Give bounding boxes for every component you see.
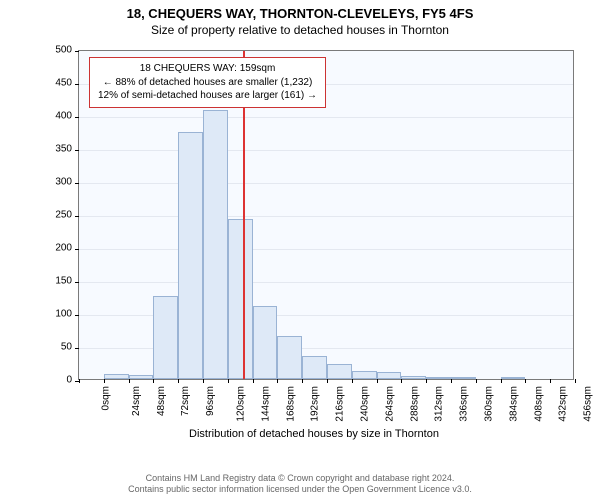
y-tick-label: 150: [42, 276, 72, 287]
histogram-bar: [253, 306, 278, 379]
footer-attribution: Contains HM Land Registry data © Crown c…: [0, 473, 600, 496]
x-tick-label: 288sqm: [409, 386, 420, 422]
gridline: [79, 216, 573, 217]
histogram-bar: [277, 336, 302, 379]
x-tick-label: 192sqm: [310, 386, 321, 422]
histogram-bar: [104, 374, 129, 379]
y-tick-label: 300: [42, 177, 72, 188]
x-tick-mark: [426, 379, 427, 383]
plot-area: 18 CHEQUERS WAY: 159sqm ← 88% of detache…: [78, 50, 574, 380]
x-tick-label: 456sqm: [583, 386, 594, 422]
x-tick-label: 432sqm: [558, 386, 569, 422]
x-tick-label: 120sqm: [236, 386, 247, 422]
histogram-bar: [352, 371, 377, 379]
info-line-2: ← 88% of detached houses are smaller (1,…: [98, 76, 317, 90]
y-tick-label: 0: [42, 375, 72, 386]
y-tick-mark: [75, 249, 79, 250]
x-tick-label: 384sqm: [508, 386, 519, 422]
x-tick-mark: [129, 379, 130, 383]
x-tick-label: 312sqm: [434, 386, 445, 422]
x-tick-label: 96sqm: [205, 386, 216, 416]
x-tick-label: 24sqm: [131, 386, 142, 416]
x-tick-mark: [575, 379, 576, 383]
info-box: 18 CHEQUERS WAY: 159sqm ← 88% of detache…: [89, 57, 326, 108]
y-tick-label: 50: [42, 342, 72, 353]
histogram-bar: [377, 372, 402, 379]
histogram-bar: [426, 377, 451, 379]
gridline: [79, 117, 573, 118]
histogram-bar: [302, 356, 327, 379]
x-tick-mark: [302, 379, 303, 383]
x-axis-label: Distribution of detached houses by size …: [54, 428, 574, 440]
x-tick-mark: [277, 379, 278, 383]
y-tick-label: 100: [42, 309, 72, 320]
histogram-bar: [451, 377, 476, 379]
y-tick-mark: [75, 315, 79, 316]
info-line-3: 12% of semi-detached houses are larger (…: [98, 89, 317, 103]
x-tick-label: 168sqm: [285, 386, 296, 422]
gridline: [79, 249, 573, 250]
histogram-bar: [153, 296, 178, 379]
chart-titles: 18, CHEQUERS WAY, THORNTON-CLEVELEYS, FY…: [0, 0, 600, 37]
y-tick-label: 500: [42, 45, 72, 56]
y-tick-label: 450: [42, 78, 72, 89]
info-line-1: 18 CHEQUERS WAY: 159sqm: [98, 62, 317, 76]
x-tick-label: 0sqm: [100, 386, 111, 410]
histogram-bar: [401, 376, 426, 379]
y-tick-label: 400: [42, 111, 72, 122]
x-tick-label: 360sqm: [484, 386, 495, 422]
x-tick-mark: [327, 379, 328, 383]
footer-line-1: Contains HM Land Registry data © Crown c…: [0, 473, 600, 485]
x-tick-label: 264sqm: [384, 386, 395, 422]
x-tick-label: 336sqm: [459, 386, 470, 422]
x-tick-mark: [178, 379, 179, 383]
x-tick-mark: [228, 379, 229, 383]
x-tick-mark: [377, 379, 378, 383]
y-tick-label: 200: [42, 243, 72, 254]
x-tick-label: 216sqm: [335, 386, 346, 422]
y-tick-mark: [75, 117, 79, 118]
x-tick-mark: [476, 379, 477, 383]
histogram-bar: [501, 377, 526, 379]
y-tick-mark: [75, 282, 79, 283]
x-tick-mark: [253, 379, 254, 383]
y-tick-mark: [75, 216, 79, 217]
y-tick-mark: [75, 51, 79, 52]
x-tick-mark: [104, 379, 105, 383]
chart-container: Number of detached properties 18 CHEQUER…: [54, 46, 574, 416]
title-subtitle: Size of property relative to detached ho…: [0, 23, 600, 37]
y-tick-mark: [75, 84, 79, 85]
histogram-bar: [178, 132, 203, 380]
x-tick-mark: [203, 379, 204, 383]
gridline: [79, 282, 573, 283]
x-tick-mark: [352, 379, 353, 383]
x-tick-label: 72sqm: [180, 386, 191, 416]
histogram-bar: [203, 110, 228, 379]
x-tick-mark: [550, 379, 551, 383]
histogram-bar: [327, 364, 352, 379]
y-tick-mark: [75, 183, 79, 184]
x-tick-mark: [401, 379, 402, 383]
histogram-bar: [129, 375, 154, 379]
y-tick-mark: [75, 150, 79, 151]
y-tick-label: 350: [42, 144, 72, 155]
x-tick-label: 48sqm: [156, 386, 167, 416]
histogram-bar: [228, 219, 253, 379]
title-address: 18, CHEQUERS WAY, THORNTON-CLEVELEYS, FY…: [0, 6, 600, 21]
x-tick-mark: [451, 379, 452, 383]
gridline: [79, 183, 573, 184]
y-tick-mark: [75, 348, 79, 349]
x-tick-label: 144sqm: [260, 386, 271, 422]
footer-line-2: Contains public sector information licen…: [0, 484, 600, 496]
x-tick-label: 240sqm: [360, 386, 371, 422]
y-tick-label: 250: [42, 210, 72, 221]
x-tick-mark: [525, 379, 526, 383]
x-tick-mark: [501, 379, 502, 383]
x-tick-label: 408sqm: [533, 386, 544, 422]
x-tick-mark: [153, 379, 154, 383]
gridline: [79, 150, 573, 151]
x-tick-mark: [79, 379, 80, 383]
